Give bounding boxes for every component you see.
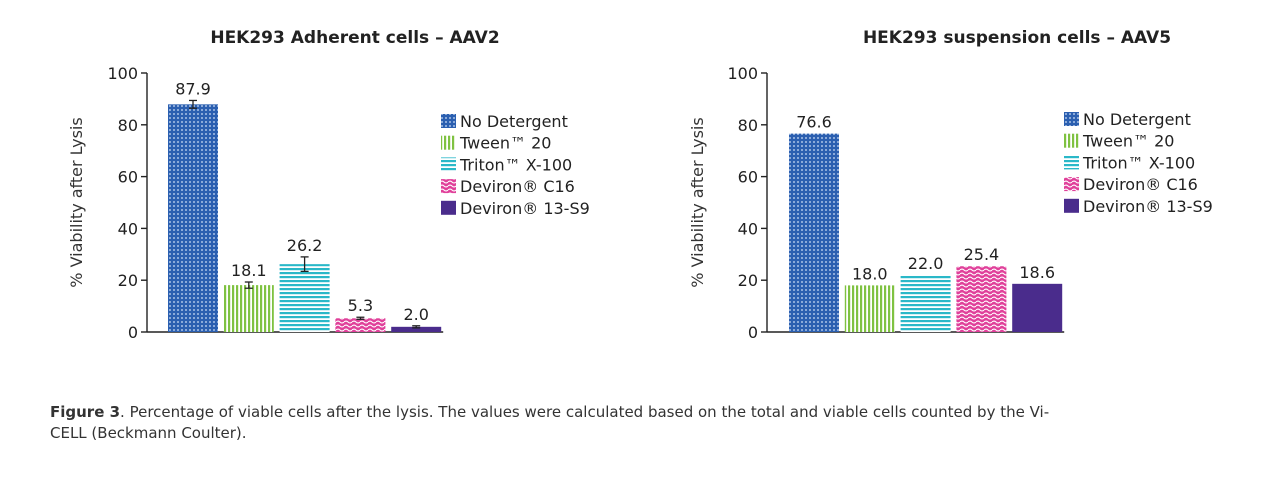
data-label-no-detergent: 87.9	[175, 79, 211, 98]
y-tick-label: 100	[107, 64, 138, 83]
bar-triton-x-100	[279, 264, 330, 332]
legend-swatch-tween-20	[441, 135, 456, 150]
chart-title: HEK293 Adherent cells – AAV2	[210, 28, 499, 48]
legend-label-triton-x-100: Triton™ X-100	[459, 155, 572, 174]
caption-label: Figure 3	[50, 403, 121, 421]
y-tick-label: 80	[118, 116, 138, 135]
data-label-deviron-c16: 25.4	[964, 245, 1000, 264]
legend-label-no-detergent: No Detergent	[1083, 110, 1191, 129]
bar-tween-20	[223, 285, 274, 332]
legend-label-no-detergent: No Detergent	[460, 112, 568, 131]
legend-swatch-triton-x-100	[441, 157, 456, 172]
legend-label-triton-x-100: Triton™ X-100	[1082, 153, 1195, 172]
y-tick-label: 40	[118, 219, 138, 238]
legend-label-tween-20: Tween™ 20	[1082, 132, 1174, 151]
y-tick-label: 60	[118, 168, 138, 187]
y-tick-label: 0	[748, 323, 758, 342]
data-label-triton-x-100: 26.2	[287, 236, 323, 255]
data-label-no-detergent: 76.6	[796, 113, 832, 132]
figure-charts: HEK293 Adherent cells – AAV2 % Viability …	[67, 28, 1213, 342]
legend-swatch-no-detergent	[1064, 112, 1079, 126]
data-label-triton-x-100: 22.0	[908, 254, 944, 273]
data-label-tween-20: 18.1	[231, 261, 267, 280]
legend-swatch-tween-20	[1064, 133, 1079, 148]
legend-swatch-triton-x-100	[1064, 155, 1079, 170]
bar-triton-x-100	[900, 275, 951, 332]
legend-label-deviron-c16: Deviron® C16	[1083, 175, 1198, 194]
bar-deviron-13-s9	[391, 326, 442, 332]
y-tick-label: 60	[738, 168, 758, 187]
chart-2: HEK293 suspension cells – AAV5 % Viabilit…	[688, 28, 1213, 342]
y-tick-label: 0	[128, 323, 138, 342]
bar-deviron-c16	[335, 318, 386, 332]
legend-label-deviron-13-s9: Deviron® 13-S9	[1083, 197, 1213, 216]
bar-deviron-13-s9	[1012, 283, 1063, 332]
bar-no-detergent	[168, 104, 218, 333]
data-label-deviron-13-s9: 18.6	[1019, 263, 1055, 282]
figure-caption: Figure 3. Percentage of viable cells aft…	[50, 402, 1050, 444]
y-axis-label: % Viability after Lysis	[67, 117, 86, 287]
legend-swatch-deviron-13-s9	[441, 200, 456, 215]
bar-tween-20	[844, 285, 895, 332]
legend-swatch-deviron-13-s9	[1064, 198, 1079, 213]
legend-swatch-deviron-c16	[1064, 177, 1079, 192]
legend-swatch-deviron-c16	[441, 179, 456, 194]
chart-title: HEK293 suspension cells – AAV5	[863, 28, 1171, 48]
data-label-deviron-c16: 5.3	[348, 296, 373, 315]
legend: No Detergent Tween™ 20 Triton™ X-100 Deviro…	[1064, 110, 1213, 216]
y-tick-label: 100	[727, 64, 758, 83]
bar-deviron-c16	[956, 266, 1007, 332]
y-axis-label: % Viability after Lysis	[688, 117, 707, 287]
legend-label-deviron-c16: Deviron® C16	[460, 177, 575, 196]
data-label-tween-20: 18.0	[852, 264, 888, 283]
legend: No Detergent Tween™ 20 Triton™ X-100 Deviro…	[441, 112, 590, 218]
legend-label-tween-20: Tween™ 20	[459, 134, 551, 153]
legend-swatch-no-detergent	[441, 114, 456, 128]
chart-1: HEK293 Adherent cells – AAV2 % Viability …	[67, 28, 590, 342]
bar-no-detergent	[789, 133, 839, 332]
y-tick-label: 20	[738, 271, 758, 290]
y-tick-label: 20	[118, 271, 138, 290]
y-tick-label: 40	[738, 219, 758, 238]
legend-label-deviron-13-s9: Deviron® 13-S9	[460, 199, 590, 218]
caption-text: . Percentage of viable cells after the l…	[50, 403, 1050, 442]
y-tick-label: 80	[738, 116, 758, 135]
data-label-deviron-13-s9: 2.0	[403, 305, 428, 324]
